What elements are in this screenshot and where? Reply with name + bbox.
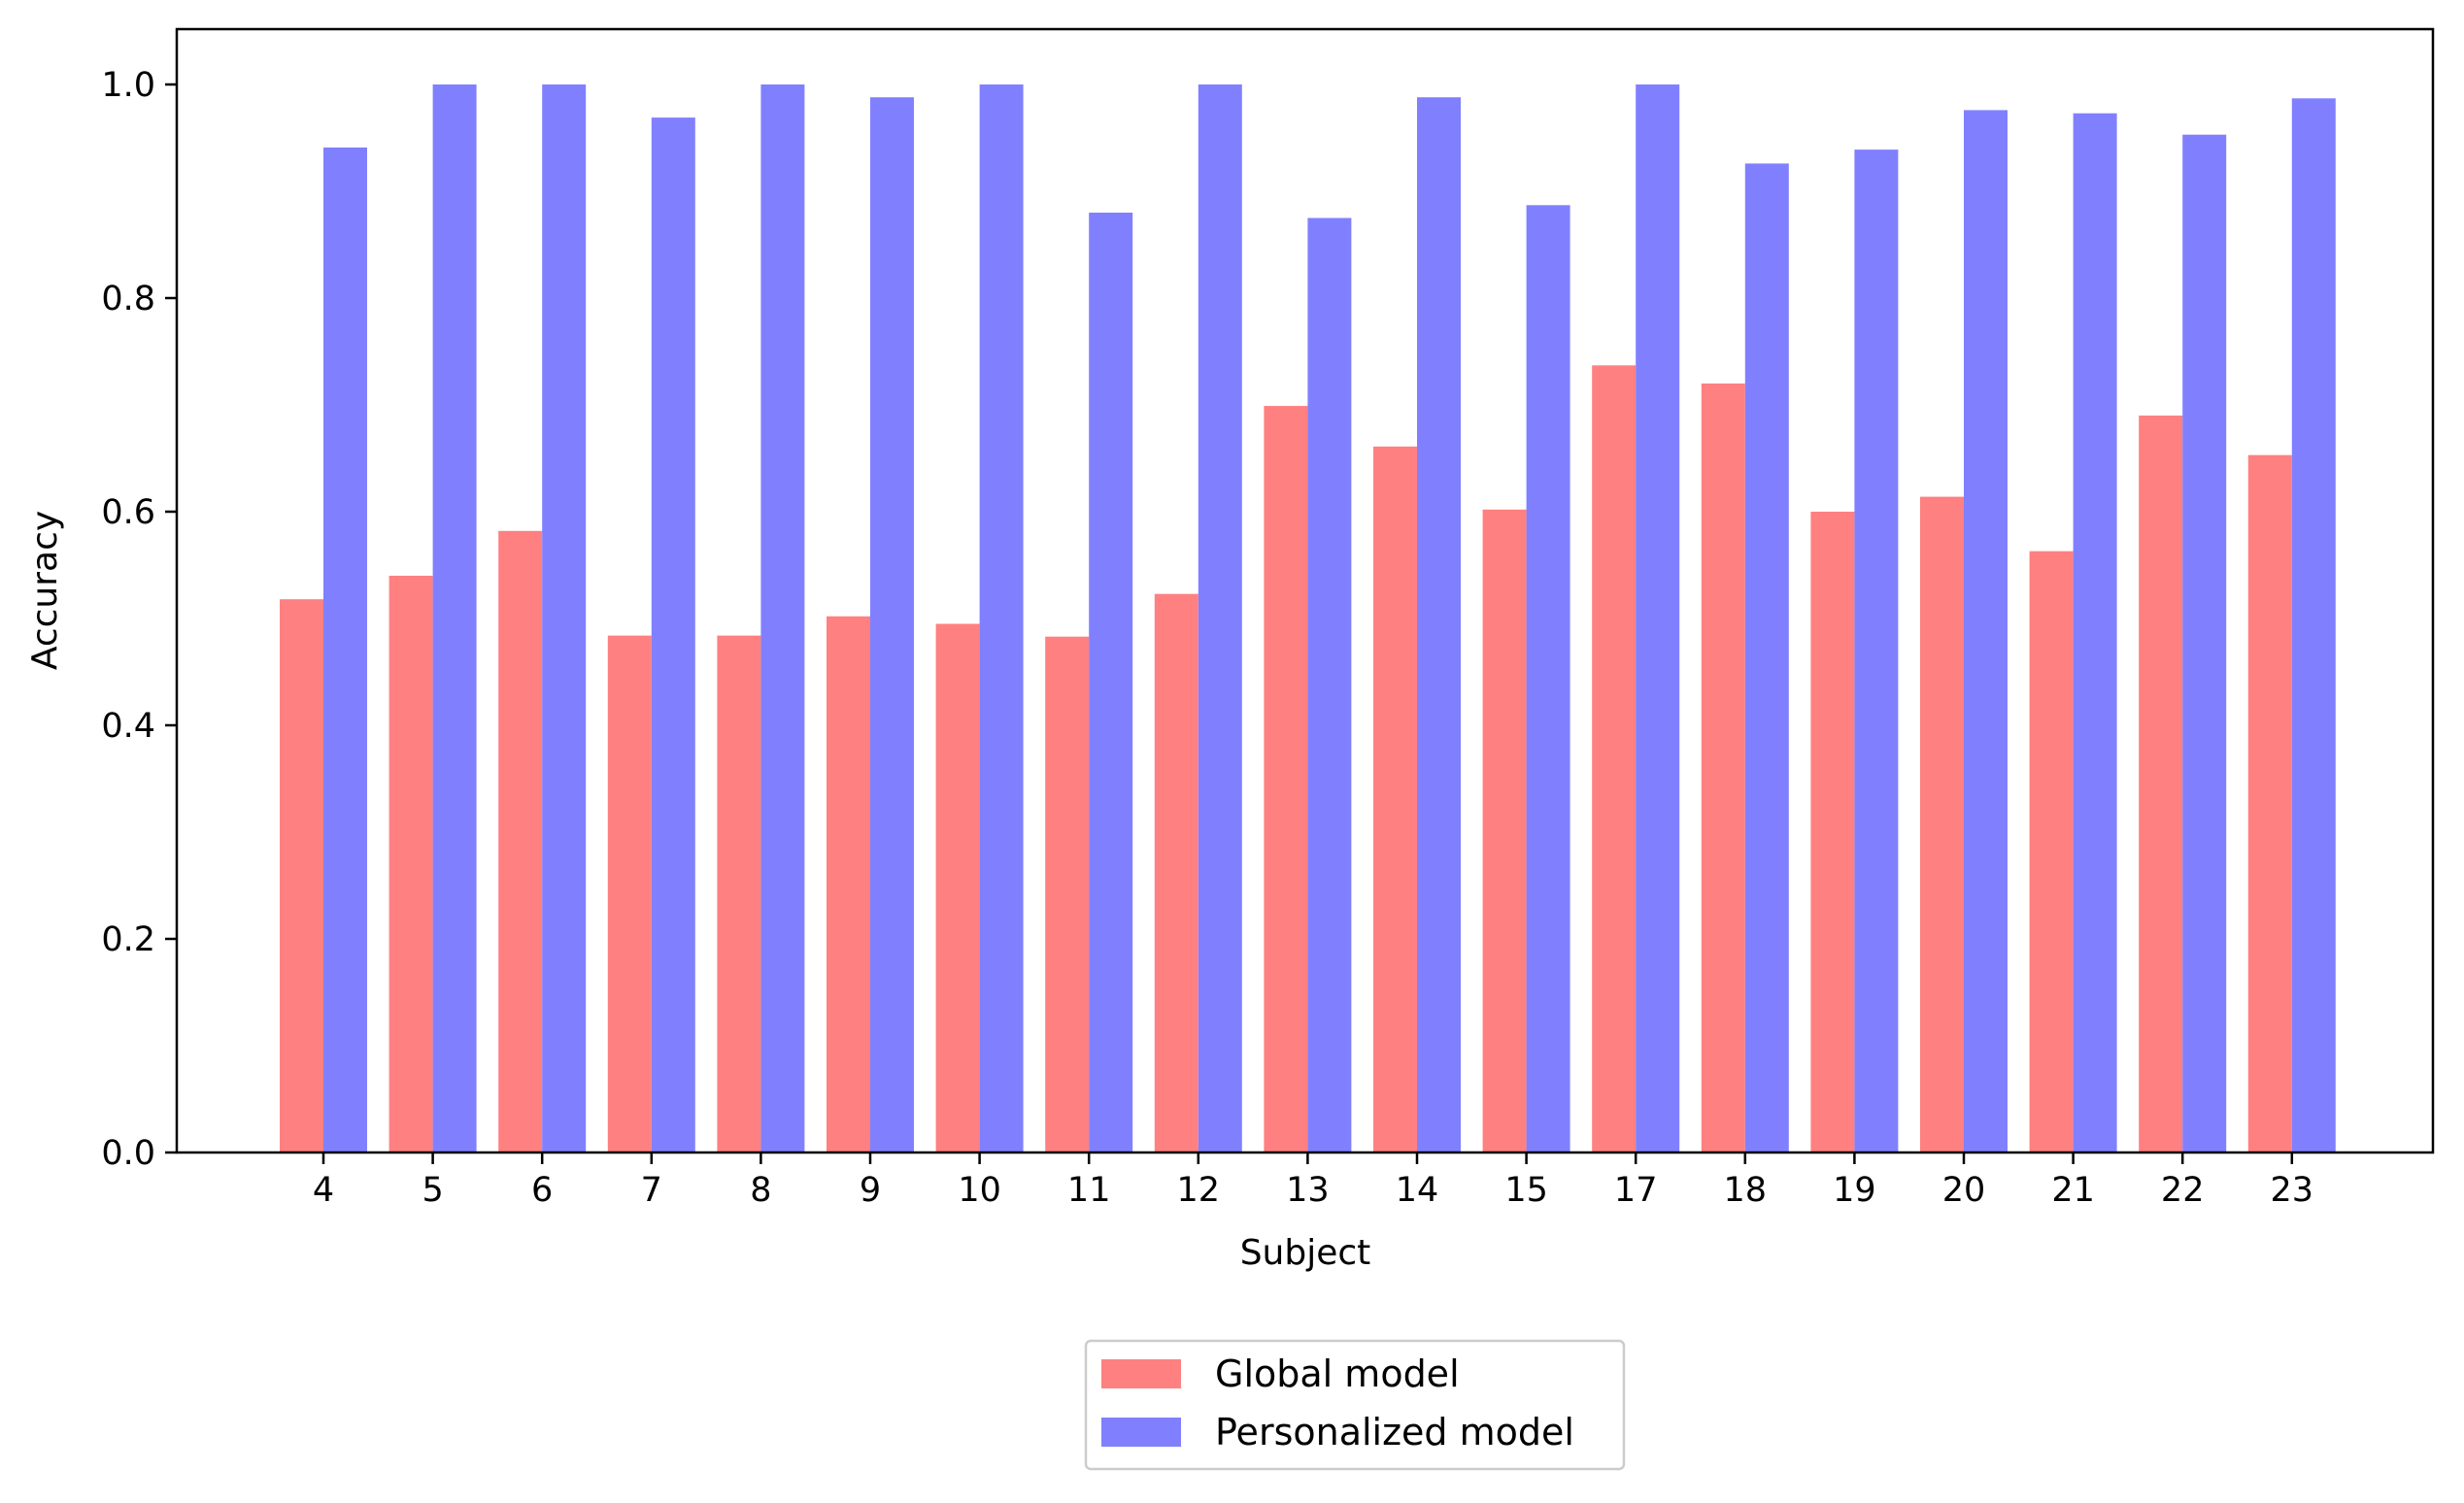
bar-personalized-model-subject-12 bbox=[1198, 84, 1242, 1152]
x-tick-label: 17 bbox=[1614, 1171, 1658, 1210]
bar-global-model-subject-8 bbox=[717, 635, 761, 1152]
bar-personalized-model-subject-14 bbox=[1417, 97, 1461, 1153]
bar-global-model-subject-19 bbox=[1810, 512, 1855, 1152]
y-tick-label: 0.8 bbox=[101, 280, 155, 318]
x-tick-label: 9 bbox=[860, 1171, 881, 1210]
x-tick-label: 19 bbox=[1833, 1171, 1876, 1210]
bar-global-model-subject-23 bbox=[2247, 454, 2292, 1152]
bar-personalized-model-subject-8 bbox=[760, 84, 805, 1152]
bar-global-model-subject-17 bbox=[1592, 365, 1637, 1152]
bar-global-model-subject-10 bbox=[935, 623, 980, 1152]
bar-personalized-model-subject-20 bbox=[1964, 110, 2008, 1152]
legend-frame bbox=[1084, 1339, 1626, 1471]
x-tick-label: 10 bbox=[958, 1171, 1001, 1210]
bar-personalized-model-subject-18 bbox=[1744, 163, 1789, 1152]
bar-personalized-model-subject-21 bbox=[2073, 113, 2117, 1153]
bar-personalized-model-subject-9 bbox=[870, 97, 914, 1153]
y-tick-label: 0.0 bbox=[101, 1134, 155, 1173]
x-tick-label: 13 bbox=[1286, 1171, 1330, 1210]
x-tick-label: 14 bbox=[1396, 1171, 1439, 1210]
x-tick-label: 15 bbox=[1504, 1171, 1548, 1210]
bar-personalized-model-subject-15 bbox=[1526, 205, 1570, 1153]
x-tick-label: 4 bbox=[313, 1171, 334, 1210]
x-tick-label: 5 bbox=[422, 1171, 443, 1210]
legend-swatch-global-model bbox=[1101, 1359, 1181, 1388]
bar-global-model-subject-6 bbox=[498, 530, 543, 1152]
bar-global-model-subject-13 bbox=[1264, 406, 1308, 1153]
plot-area-frame bbox=[175, 27, 2435, 1154]
legend: Global model Personalized model bbox=[1084, 1339, 1626, 1471]
bar-global-model-subject-21 bbox=[2029, 551, 2074, 1152]
x-axis-label: Subject bbox=[1240, 1233, 1371, 1273]
x-tick-label: 22 bbox=[2161, 1171, 2205, 1210]
bar-global-model-subject-14 bbox=[1373, 446, 1417, 1152]
y-tick-label: 0.4 bbox=[101, 707, 155, 746]
bar-personalized-model-subject-13 bbox=[1307, 217, 1352, 1152]
x-tick-label: 20 bbox=[1942, 1171, 1986, 1210]
y-axis: 0.0 0.2 0.4 0.6 0.8 1.0 bbox=[101, 66, 177, 1173]
y-tick-label: 0.6 bbox=[101, 493, 155, 532]
x-tick-label: 8 bbox=[750, 1171, 771, 1210]
bar-global-model-subject-18 bbox=[1701, 384, 1745, 1152]
y-tick-label: 0.2 bbox=[101, 920, 155, 959]
bar-personalized-model-subject-10 bbox=[979, 84, 1024, 1152]
bar-personalized-model-subject-4 bbox=[323, 147, 367, 1152]
x-tick-label: 18 bbox=[1724, 1171, 1768, 1210]
x-tick-label: 12 bbox=[1177, 1171, 1221, 1210]
bar-global-model-subject-7 bbox=[607, 635, 652, 1152]
y-tick-label: 1.0 bbox=[101, 66, 155, 105]
legend-label-global-model: Global model bbox=[1215, 1353, 1460, 1395]
x-tick-label: 21 bbox=[2051, 1171, 2095, 1210]
bar-global-model-subject-22 bbox=[2139, 416, 2183, 1152]
bar-personalized-model-subject-19 bbox=[1854, 150, 1899, 1153]
x-tick-label: 23 bbox=[2271, 1171, 2314, 1210]
legend-label-personalized-model: Personalized model bbox=[1215, 1411, 1574, 1453]
bar-global-model-subject-5 bbox=[388, 576, 433, 1152]
bar-global-model-subject-9 bbox=[827, 616, 870, 1152]
bar-personalized-model-subject-6 bbox=[542, 84, 587, 1152]
bar-global-model-subject-20 bbox=[1920, 496, 1964, 1153]
x-tick-label: 7 bbox=[641, 1171, 662, 1210]
bar-personalized-model-subject-7 bbox=[651, 117, 695, 1153]
bar-global-model-subject-12 bbox=[1154, 593, 1198, 1152]
y-axis-label: Accuracy bbox=[25, 511, 65, 670]
x-tick-label: 11 bbox=[1067, 1171, 1111, 1210]
bars-layer bbox=[280, 84, 2336, 1153]
bar-personalized-model-subject-17 bbox=[1636, 84, 1680, 1152]
bar-personalized-model-subject-5 bbox=[432, 84, 477, 1152]
bar-global-model-subject-15 bbox=[1482, 509, 1527, 1152]
bar-global-model-subject-4 bbox=[280, 599, 323, 1152]
bar-personalized-model-subject-22 bbox=[2182, 134, 2227, 1153]
x-axis: 4 5 6 7 8 9 10 11 12 13 14 15 17 18 19 20 21 22 23 bbox=[313, 1152, 2313, 1210]
bar-personalized-model-subject-23 bbox=[2291, 98, 2336, 1152]
legend-swatch-personalized-model bbox=[1101, 1418, 1181, 1447]
bar-personalized-model-subject-11 bbox=[1089, 213, 1133, 1152]
x-tick-label: 6 bbox=[531, 1171, 553, 1210]
bar-global-model-subject-11 bbox=[1045, 636, 1090, 1152]
